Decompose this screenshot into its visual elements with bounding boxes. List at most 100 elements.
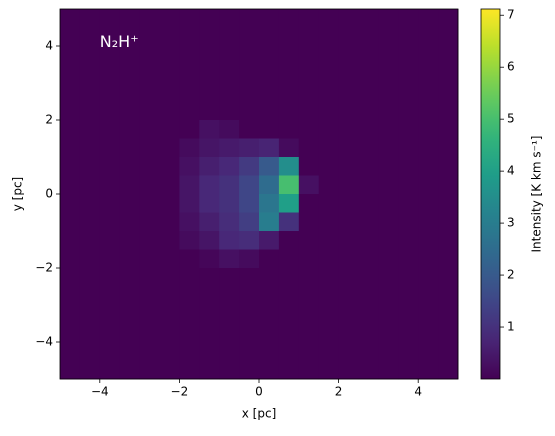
heat-cell (278, 268, 300, 287)
x-tick-label: 2 (335, 385, 343, 399)
colorbar (480, 8, 501, 380)
heat-cell (79, 342, 101, 361)
heat-cell (398, 212, 419, 232)
heat-cell (259, 83, 280, 102)
y-tick-label: −4 (35, 335, 53, 349)
heat-cell (378, 9, 399, 28)
heat-cell (298, 268, 320, 287)
heat-cell (159, 138, 180, 158)
heat-cell (60, 342, 81, 361)
heat-cell (199, 46, 220, 65)
heat-cell (119, 194, 140, 213)
heat-cell (318, 83, 339, 102)
heat-cell (79, 175, 101, 195)
heat-cell (99, 268, 121, 287)
heat-cell (358, 157, 379, 176)
heat-cell (139, 101, 160, 121)
heat-cell (199, 194, 220, 213)
heat-cell (60, 286, 81, 306)
heat-cell (99, 249, 121, 269)
heat-cell (438, 157, 459, 176)
heat-cell (318, 286, 339, 306)
heat-cell (259, 360, 280, 380)
heat-cell (199, 323, 220, 343)
heat-cell (358, 323, 379, 343)
heat-cell (378, 120, 399, 139)
heat-cell (418, 46, 439, 65)
heat-cell (119, 286, 140, 306)
heat-cell (199, 101, 220, 121)
heat-cell (159, 286, 180, 306)
y-tick-label: 2 (45, 113, 53, 127)
heat-cell (219, 157, 240, 176)
heat-cell (199, 249, 220, 269)
heat-cell (119, 249, 140, 269)
heat-cell (179, 9, 200, 28)
heat-cell (398, 157, 419, 176)
heat-cell (378, 64, 399, 84)
heat-cell (318, 64, 339, 84)
heat-cell (318, 9, 339, 28)
heat-cell (60, 175, 81, 195)
heat-cell (278, 249, 300, 269)
heat-cell (60, 212, 81, 232)
heat-cell (318, 305, 339, 324)
plot-title: N₂H⁺ (100, 32, 139, 51)
colorbar-tick-label: 2 (507, 268, 515, 282)
heat-cell (318, 231, 339, 250)
heat-cell (378, 305, 399, 324)
heat-cell (79, 27, 101, 47)
heat-cell (139, 305, 160, 324)
colorbar-tick-label: 3 (507, 216, 515, 230)
heat-cell (219, 268, 240, 287)
heat-cell (179, 249, 200, 269)
heat-cell (358, 9, 379, 28)
heat-cell (79, 9, 101, 28)
heat-cell (219, 120, 240, 139)
heat-cell (438, 27, 459, 47)
heat-cell (259, 175, 280, 195)
heat-cell (398, 27, 419, 47)
heat-cell (398, 101, 419, 121)
heat-cell (418, 249, 439, 269)
heat-cell (338, 157, 359, 176)
heat-cell (139, 175, 160, 195)
heat-cell (278, 212, 300, 232)
heat-cell (99, 138, 121, 158)
heat-cell (179, 138, 200, 158)
heat-cell (159, 83, 180, 102)
heat-cell (338, 194, 359, 213)
heat-cell (378, 268, 399, 287)
heat-cell (298, 360, 320, 380)
heat-cell (219, 175, 240, 195)
heat-cell (60, 83, 81, 102)
heat-cell (159, 9, 180, 28)
heat-cell (378, 194, 399, 213)
heat-cell (378, 360, 399, 380)
heat-cell (199, 175, 220, 195)
heat-cell (418, 83, 439, 102)
heat-cell (60, 360, 81, 380)
heat-cell (298, 249, 320, 269)
heat-cell (179, 286, 200, 306)
heat-cell (259, 323, 280, 343)
heat-cell (139, 138, 160, 158)
heat-cell (438, 101, 459, 121)
heat-cell (378, 138, 399, 158)
heat-cell (418, 101, 439, 121)
heat-cell (79, 212, 101, 232)
heat-cell (298, 101, 320, 121)
heat-cell (438, 268, 459, 287)
heat-cell (278, 323, 300, 343)
heat-cell (298, 120, 320, 139)
heat-cell (159, 27, 180, 47)
heat-cell (259, 342, 280, 361)
heat-cell (139, 360, 160, 380)
heat-cell (278, 286, 300, 306)
heat-cell (278, 64, 300, 84)
heat-cell (358, 231, 379, 250)
heat-cell (239, 286, 260, 306)
heat-cell (79, 83, 101, 102)
heat-cell (418, 342, 439, 361)
heat-cell (119, 46, 140, 65)
